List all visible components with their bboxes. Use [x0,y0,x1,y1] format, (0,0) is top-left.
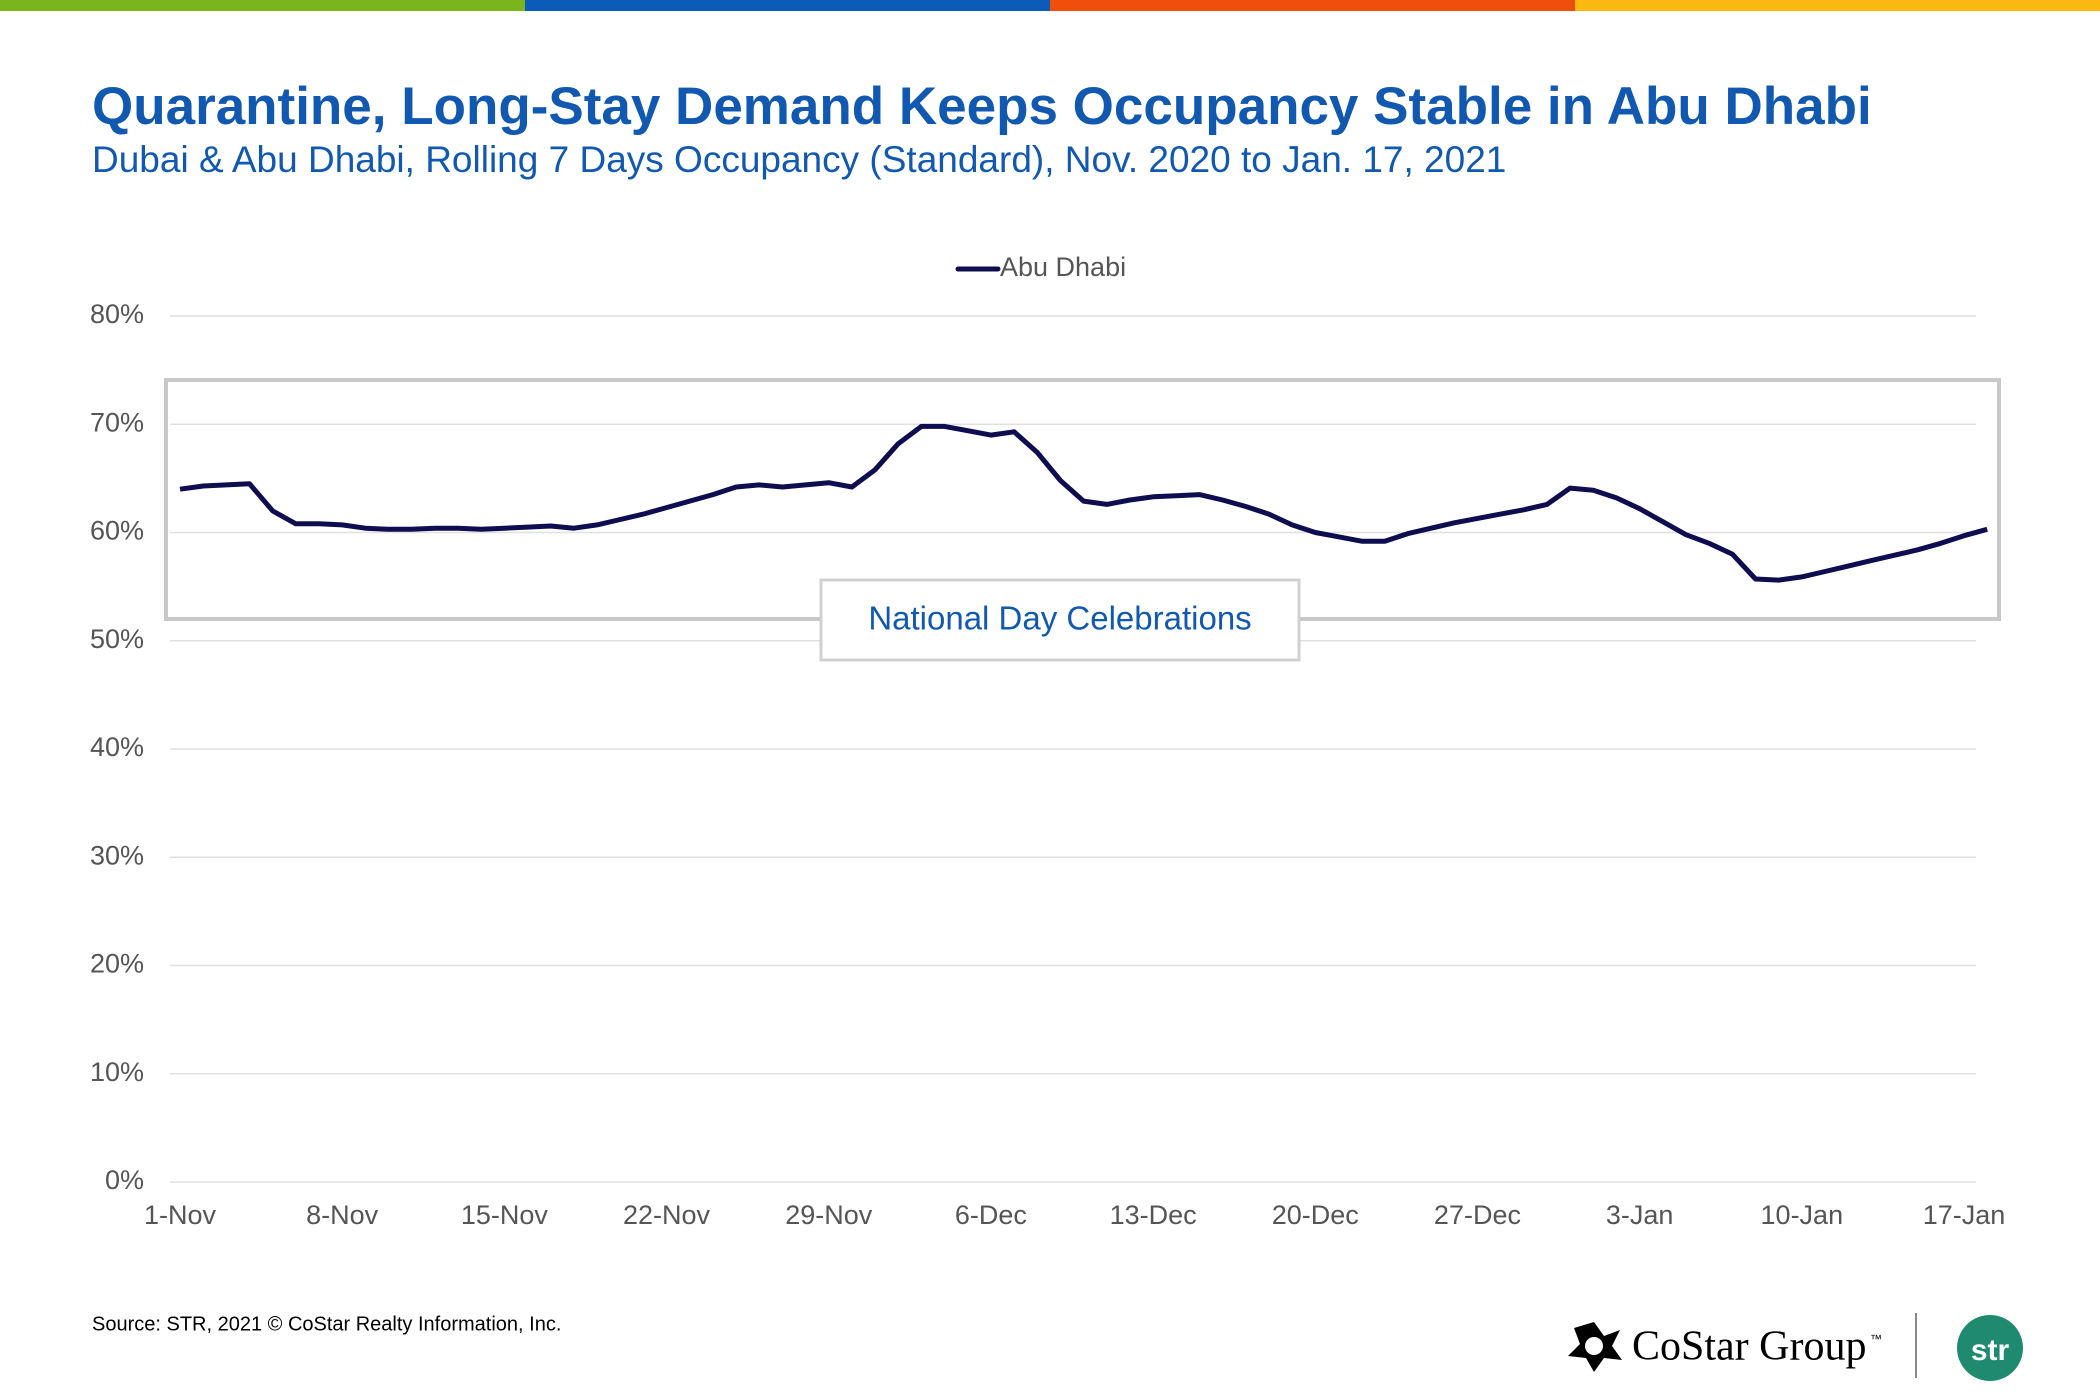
x-tick-label: 3-Jan [1606,1200,1674,1230]
top-bar [525,0,1050,11]
x-tick-label: 15-Nov [461,1200,549,1230]
x-tick-label: 20-Dec [1272,1200,1359,1230]
y-tick-label: 70% [90,407,144,437]
chart-subtitle: Dubai & Abu Dhabi, Rolling 7 Days Occupa… [92,139,1506,180]
x-tick-label: 8-Nov [306,1200,379,1230]
annotation-box [819,578,1301,662]
x-tick-label: 6-Dec [955,1200,1027,1230]
plot: 0% 10% 20% 30% 40% 50% 60% 70% 80% 1-Nov 8-Nov 15-N… [90,252,2005,1230]
top-bar [0,0,525,11]
y-tick-label: 40% [90,732,144,762]
x-tick-label: 22-Nov [623,1200,711,1230]
source: Source: STR, 2021 © CoStar Realty Inform… [92,1313,561,1335]
y-tick-label: 10% [90,1057,144,1087]
annotation: National Day Celebrations [868,600,1251,637]
logo-mark-hole [1585,1337,1603,1355]
y-tick-label: 30% [90,840,144,870]
logo-tm: ™ [1870,1332,1882,1346]
x-tick-label: 1-Nov [144,1200,217,1230]
top-bar [1050,0,1575,11]
x-tick-label: 29-Nov [785,1200,873,1230]
y-tick-label: 60% [90,516,144,546]
top-bar [1575,0,2100,11]
y-tick-label: 80% [90,299,144,329]
str-logo [1957,1315,2023,1381]
data-line [179,423,1988,583]
y-tick-label: 50% [90,624,144,654]
y-tick-label: 20% [90,949,144,979]
x-tick-label: 17-Jan [1923,1200,2006,1230]
legend-label: Abu Dhabi [1000,252,1126,282]
str-logo-text: str [1971,1334,2010,1367]
x-tick-label: 13-Dec [1110,1200,1197,1230]
costar-logo: CoStar Group ™ [1568,1322,1882,1372]
x-tick-label: 10-Jan [1761,1200,1844,1230]
y-tick-label: 0% [105,1165,144,1195]
x-tick-label: 27-Dec [1434,1200,1521,1230]
chart-title: Quarantine, Long-Stay Demand Keeps Occup… [92,77,1872,136]
logo-text: CoStar Group [1632,1324,1867,1370]
